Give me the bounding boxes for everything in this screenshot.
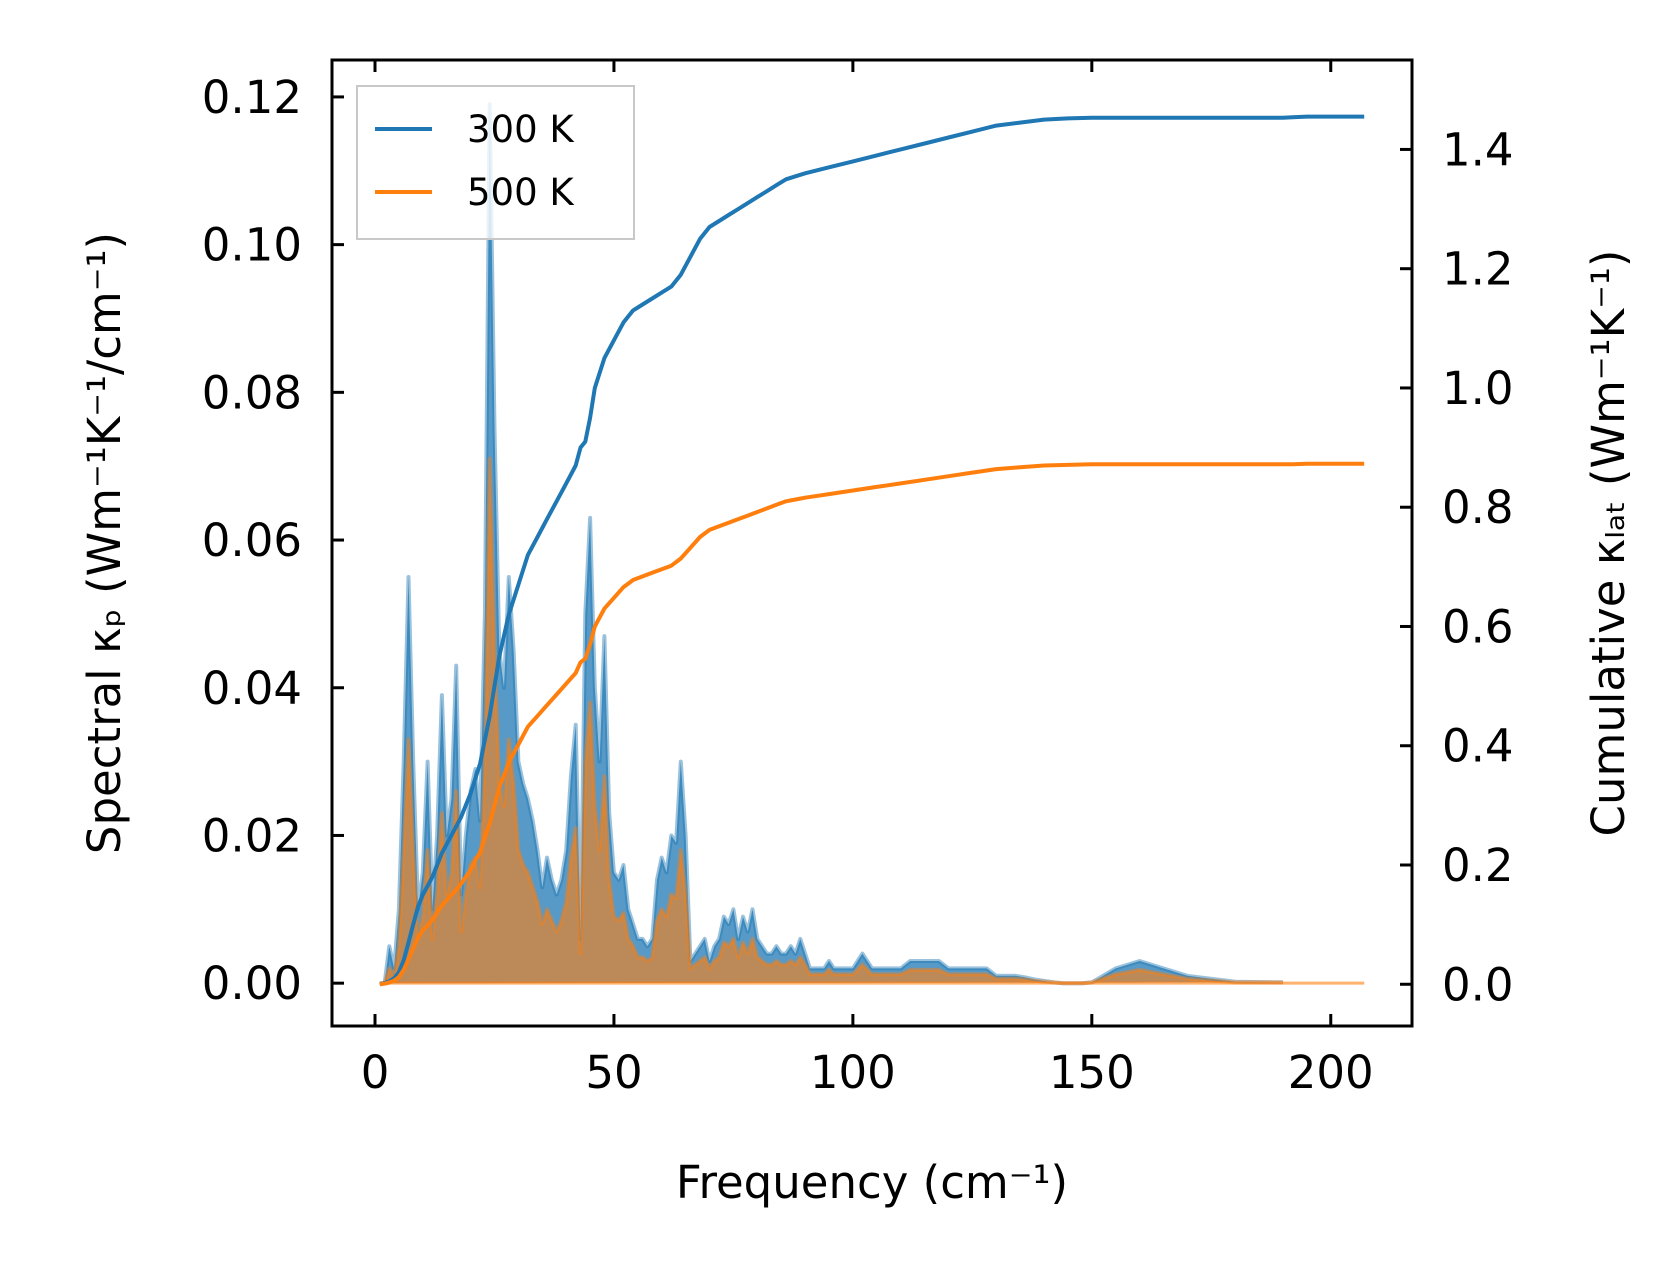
legend: 300 K 500 K [356,85,635,240]
spectral-outline-500k [379,456,1283,986]
spectral-area-500k [379,458,1283,984]
spectral-outline-300k [379,102,1284,986]
y-left-tick-label: 0.02 [202,809,302,862]
x-axis-title: Frequency (cm⁻¹) [676,1156,1068,1209]
y-axis-left-title: Spectral κₚ (Wm⁻¹K⁻¹/cm⁻¹) [78,232,131,854]
y-left-tick-label: 0.10 [202,219,302,272]
y-left-tick-label: 0.12 [202,71,302,124]
cumulative-line-500k [379,461,1365,987]
y-right-tick-label: 0.4 [1442,720,1514,773]
x-tick-label: 50 [585,1046,642,1099]
plot-frame [330,58,1414,1028]
x-tick-label: 0 [361,1046,390,1099]
y-right-tick-label: 1.0 [1442,362,1514,415]
legend-label-500k: 500 K [467,171,575,214]
y-right-tick-label: 0.2 [1442,839,1514,892]
y-left-tick-label: 0.08 [202,366,302,419]
y-axis-right-title: Cumulative κₗₐₜ (Wm⁻¹K⁻¹) [1582,250,1635,837]
legend-label-300k: 300 K [467,108,575,151]
tick-layer: 0 50 100 150 200 0.00 0.02 0.04 0.06 0.08 0.10 0.12… [202,60,1514,1099]
y-left-tick-label: 0.00 [202,957,302,1010]
legend-frame [356,85,635,240]
spectral-fill-layer [379,102,1365,986]
y-left-tick-label: 0.04 [202,662,302,715]
cumulative-line-300k [379,114,1365,987]
y-right-tick-label: 0.6 [1442,600,1514,653]
x-tick-label: 150 [1049,1046,1135,1099]
y-left-tick-label: 0.06 [202,514,302,567]
series-line-layer [379,114,1365,987]
x-tick-label: 100 [810,1046,896,1099]
spectral-area-300k [379,104,1283,984]
y-right-tick-label: 0.8 [1442,481,1514,534]
y-right-tick-label: 1.4 [1442,123,1514,176]
y-right-tick-label: 1.2 [1442,243,1514,296]
y-right-tick-label: 0.0 [1442,958,1514,1011]
x-tick-label: 200 [1288,1046,1374,1099]
